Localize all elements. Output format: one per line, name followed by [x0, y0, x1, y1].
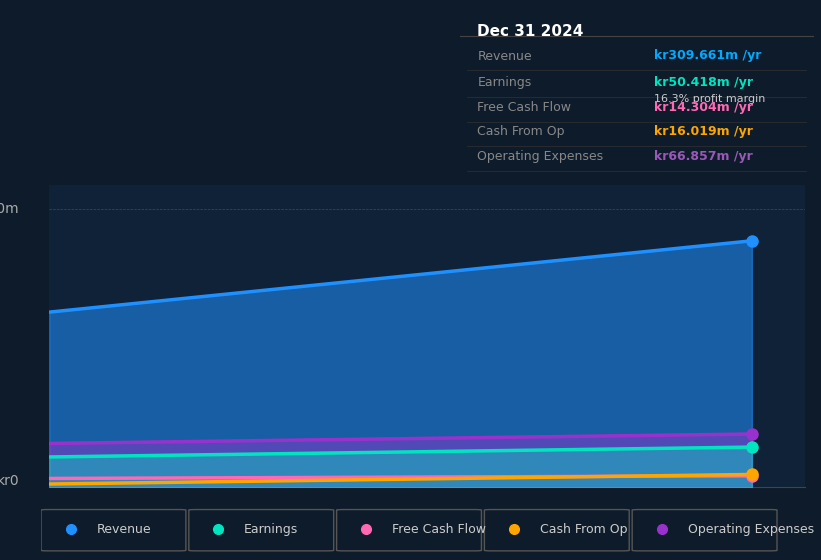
Text: Operating Expenses: Operating Expenses — [478, 150, 603, 163]
Text: Cash From Op: Cash From Op — [540, 522, 627, 536]
Text: kr0: kr0 — [0, 474, 19, 488]
FancyBboxPatch shape — [484, 510, 629, 551]
Text: 2024: 2024 — [54, 515, 89, 529]
Text: kr66.857m /yr: kr66.857m /yr — [654, 150, 753, 163]
Text: Revenue: Revenue — [478, 49, 532, 63]
FancyBboxPatch shape — [632, 510, 777, 551]
Text: kr16.019m /yr: kr16.019m /yr — [654, 125, 753, 138]
Text: Operating Expenses: Operating Expenses — [688, 522, 814, 536]
Text: Dec 31 2024: Dec 31 2024 — [478, 24, 584, 39]
Text: Free Cash Flow: Free Cash Flow — [478, 101, 571, 114]
Text: Earnings: Earnings — [478, 76, 532, 90]
FancyBboxPatch shape — [337, 510, 481, 551]
Text: 16.3% profit margin: 16.3% profit margin — [654, 94, 765, 104]
Text: kr309.661m /yr: kr309.661m /yr — [654, 49, 761, 63]
Text: kr350m: kr350m — [0, 202, 19, 216]
Text: kr50.418m /yr: kr50.418m /yr — [654, 76, 753, 90]
Text: Cash From Op: Cash From Op — [478, 125, 565, 138]
Text: Revenue: Revenue — [97, 522, 151, 536]
Text: Earnings: Earnings — [245, 522, 299, 536]
Text: Free Cash Flow: Free Cash Flow — [392, 522, 486, 536]
FancyBboxPatch shape — [189, 510, 333, 551]
Text: kr14.304m /yr: kr14.304m /yr — [654, 101, 753, 114]
FancyBboxPatch shape — [41, 510, 186, 551]
